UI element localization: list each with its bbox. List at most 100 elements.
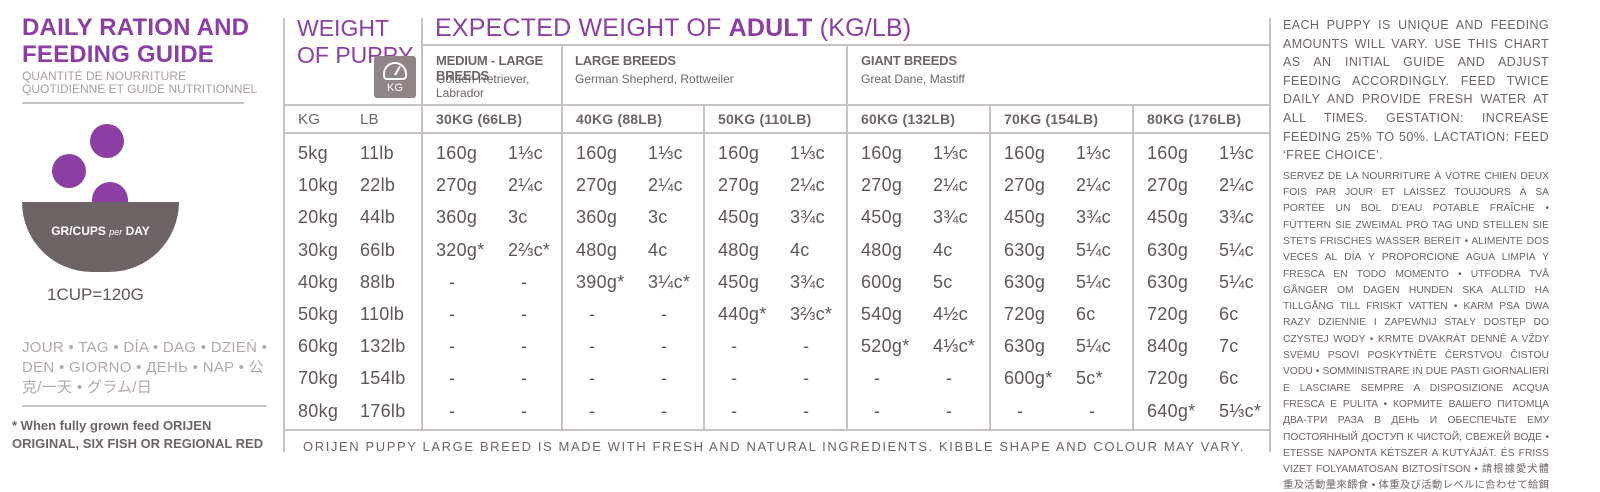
ration-grams: 630g [1004,240,1046,260]
ration-cups: 2¼c [1076,175,1111,195]
ration-cups: 2⅔c* [508,240,551,260]
ration-grams: 160g [1147,143,1189,163]
rule-table-bottom [285,429,1269,431]
ration-cups: - [803,336,810,356]
ration-grams: 630g [1147,240,1189,260]
breed-group-name: GIANT BREEDS [861,53,957,68]
ration-cups: 1⅓c [508,143,543,163]
divider-col-3 [703,106,705,430]
ration-grams: 440g* [718,304,767,324]
ration-cups: 2¼c [508,175,543,195]
bowl-illustration [22,124,182,274]
col-header-adult-weight: 80KG (176LB) [1147,111,1242,127]
col-header-adult-weight: 60KG (132LB) [861,111,956,127]
ration-cups: 5⅓c* [1219,401,1262,421]
ration-cups: - [521,304,528,324]
ration-cups: 5c* [1076,368,1103,388]
ration-grams: - [731,336,738,356]
breed-group-examples: Great Dane, Mastiff [861,72,965,86]
puppy-weight-lb: 154lb [360,368,406,388]
instructions-english: EACH PUPPY IS UNIQUE AND FEEDING AMOUNTS… [1283,18,1549,163]
bowl-label-day: DAY [125,224,150,238]
ration-cups: 3¾c [1076,207,1111,227]
ration-cups: 4½c [933,304,968,324]
puppy-weight-lb: 88lb [360,272,396,292]
note-divider [22,405,267,407]
left-column-divider [283,18,285,452]
ration-grams: 270g [576,175,618,195]
ration-grams: 320g* [436,240,485,260]
ration-cups: - [803,368,810,388]
ration-grams: 160g [718,143,760,163]
ration-cups: 5c [933,272,953,292]
ration-grams: 450g [718,272,760,292]
col-header-adult-weight: 70KG (154LB) [1004,111,1099,127]
ration-cups: 1⅓c [1076,143,1111,163]
ration-grams: 270g [718,175,760,195]
instructions-multilingual: SERVEZ DE LA NOURRITURE À VOTRE CHIEN DE… [1283,170,1549,492]
rule-under-title [421,44,1269,46]
puppy-weight-kg: 40kg [298,272,339,292]
ration-cups: 6c [1219,368,1239,388]
divider-weight-adult [421,18,423,430]
ration-grams: - [449,336,456,356]
ration-grams: 160g [436,143,478,163]
feeding-instructions: EACH PUPPY IS UNIQUE AND FEEDING AMOUNTS… [1283,16,1549,492]
ration-grams: 720g [1004,304,1046,324]
ration-cups: 4⅓c* [933,336,976,356]
ration-grams: 480g [576,240,618,260]
ration-grams: 600g [861,272,903,292]
ration-cups: - [661,368,668,388]
ration-cups: 2¼c [1219,175,1254,195]
ration-grams: 520g* [861,336,910,356]
ration-cups: - [521,401,528,421]
ration-cups: 5¼c [1076,240,1111,260]
ration-cups: - [521,336,528,356]
adult-header-post: (KG/LB) [819,14,912,42]
ration-grams: 640g* [1147,401,1196,421]
breed-group-examples: Golden Retriever, Labrador [436,72,530,100]
ration-grams: 480g [861,240,903,260]
puppy-weight-lb: 132lb [360,336,406,356]
col-header-kg: KG [298,111,321,128]
ration-grams: 360g [436,207,478,227]
ration-grams: - [449,272,456,292]
col-header-adult-weight: 30KG (66LB) [436,111,523,127]
divider-breed-1 [561,46,563,430]
puppy-weight-lb: 110lb [360,304,405,324]
ration-cups: - [803,401,810,421]
guide-title-french: QUANTITÉ DE NOURRITURE QUOTIDIENNE ET GU… [22,69,258,96]
ration-cups: 3¾c [790,207,825,227]
ration-grams: - [449,304,456,324]
ration-grams: - [589,304,596,324]
bowl-label-per: per [109,227,123,237]
puppy-weight-lb: 66lb [360,240,396,260]
divider-breed-2 [846,46,848,430]
ration-cups: - [521,272,528,292]
ration-grams: 450g [1004,207,1046,227]
bowl-label-main: GR/CUPS [51,224,106,238]
ration-grams: 450g [1147,207,1189,227]
ration-grams: 450g [861,207,903,227]
puppy-weight-kg: 5kg [298,143,328,163]
ration-cups: 2¼c [790,175,825,195]
ration-cups: 1⅓c [1219,143,1254,163]
ration-grams: 720g [1147,304,1189,324]
ration-cups: - [661,336,668,356]
right-column-divider [1269,18,1271,452]
adult-header-bold: ADULT [728,14,813,42]
ration-cups: 4c [790,240,810,260]
adult-food-note: * When fully grown feed ORIJEN ORIGINAL,… [12,418,264,451]
puppy-weight-kg: 20kg [298,207,339,227]
scale-dial [383,62,407,80]
divider-col-5 [989,106,991,430]
ration-grams: 160g [861,143,903,163]
breed-group-name: LARGE BREEDS [575,53,676,68]
ration-grams: - [874,401,881,421]
rule-under-breeds [285,104,1269,106]
ration-grams: - [874,368,881,388]
ration-cups: 2¼c [933,175,968,195]
ration-cups: 5¼c [1076,272,1111,292]
ration-cups: 4c [933,240,953,260]
